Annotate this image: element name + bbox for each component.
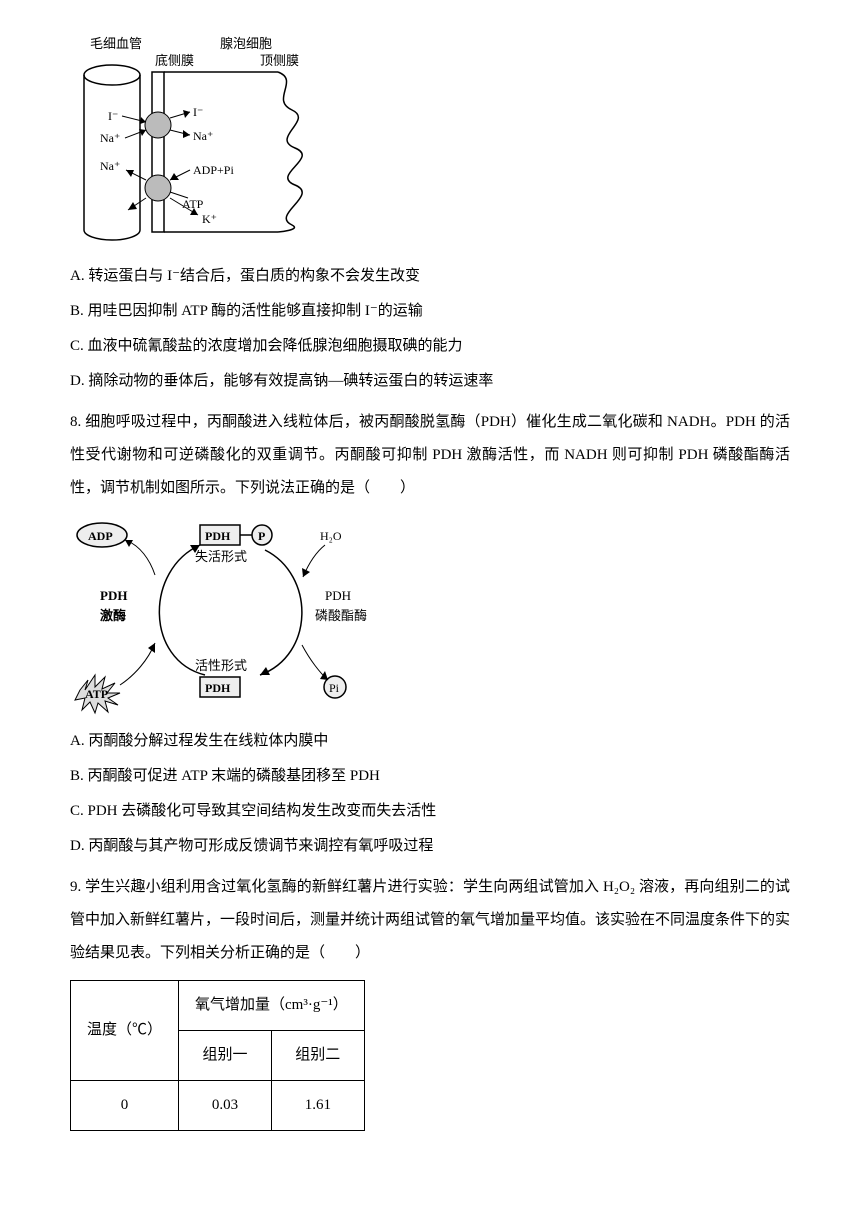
label-i-right: I⁻	[193, 105, 203, 119]
label-apical: 顶侧膜	[260, 53, 299, 68]
header-group2: 组别二	[271, 1031, 364, 1081]
cell-temp: 0	[71, 1081, 179, 1131]
results-table: 温度（℃） 氧气增加量（cm³·g⁻¹） 组别一 组别二 0 0.03 1.61	[70, 980, 365, 1131]
diagram-pdh-cycle: ADP PDH P 失活形式 H₂O PDH 激酶 PDH 磷酸酯酶 活性形式 …	[70, 515, 390, 715]
cell-g1: 0.03	[179, 1081, 272, 1131]
label-capillary: 毛细血管	[90, 36, 142, 51]
label-i-left: I⁻	[108, 109, 118, 123]
label-adp-oval: ADP	[88, 529, 113, 543]
q8-option-b: B. 丙酮酸可促进 ATP 末端的磷酸基团移至 PDH	[70, 760, 790, 793]
q9-stem: 9. 学生兴趣小组利用含过氧化氢酶的新鲜红薯片进行实验：学生向两组试管加入 H₂…	[70, 871, 790, 970]
label-inactive: 失活形式	[195, 549, 247, 564]
q8-option-c: C. PDH 去磷酸化可导致其空间结构发生改变而失去活性	[70, 795, 790, 828]
q7-option-b: B. 用哇巴因抑制 ATP 酶的活性能够直接抑制 I⁻的运输	[70, 295, 790, 328]
label-acinar: 腺泡细胞	[220, 36, 272, 51]
label-active: 活性形式	[195, 658, 247, 673]
label-pdh-bottom: PDH	[205, 681, 231, 695]
q7-option-c: C. 血液中硫氰酸盐的浓度增加会降低腺泡细胞摄取碘的能力	[70, 330, 790, 363]
q7-option-a: A. 转运蛋白与 I⁻结合后，蛋白质的构象不会发生改变	[70, 260, 790, 293]
diagram-cell-transport: 毛细血管 底侧膜 腺泡细胞 顶侧膜 I⁻ I⁻ Na⁺ Na⁺ Na⁺	[70, 30, 350, 250]
label-pdh-kinase-1: PDH	[100, 588, 127, 603]
label-atp-star: ATP	[85, 687, 108, 701]
label-na-mid: Na⁺	[193, 129, 213, 143]
label-basolateral: 底侧膜	[155, 53, 194, 68]
label-na-upper: Na⁺	[100, 131, 120, 145]
header-temp: 温度（℃）	[71, 981, 179, 1081]
q7-option-d: D. 摘除动物的垂体后，能够有效提高钠—碘转运蛋白的转运速率	[70, 365, 790, 398]
q8-stem: 8. 细胞呼吸过程中，丙酮酸进入线粒体后，被丙酮酸脱氢酶（PDH）催化生成二氧化…	[70, 406, 790, 505]
header-o2: 氧气增加量（cm³·g⁻¹）	[179, 981, 365, 1031]
label-pdh-phos-1: PDH	[325, 588, 351, 603]
label-p-circle: P	[258, 529, 265, 543]
label-na-lower: Na⁺	[100, 159, 120, 173]
label-pdh-p: PDH	[205, 529, 231, 543]
label-pi: Pi	[329, 681, 340, 695]
q8-option-a: A. 丙酮酸分解过程发生在线粒体内膜中	[70, 725, 790, 758]
label-pdh-kinase-2: 激酶	[100, 608, 126, 623]
label-atp: ATP	[182, 197, 204, 211]
table-row: 0 0.03 1.61	[71, 1081, 365, 1131]
label-h2o: H₂O	[320, 529, 342, 543]
label-pdh-phos-2: 磷酸酯酶	[315, 608, 367, 623]
header-group1: 组别一	[179, 1031, 272, 1081]
q8-option-d: D. 丙酮酸与其产物可形成反馈调节来调控有氧呼吸过程	[70, 830, 790, 863]
cell-g2: 1.61	[271, 1081, 364, 1131]
label-k: K⁺	[202, 212, 217, 226]
label-adp: ADP+Pi	[193, 163, 234, 177]
